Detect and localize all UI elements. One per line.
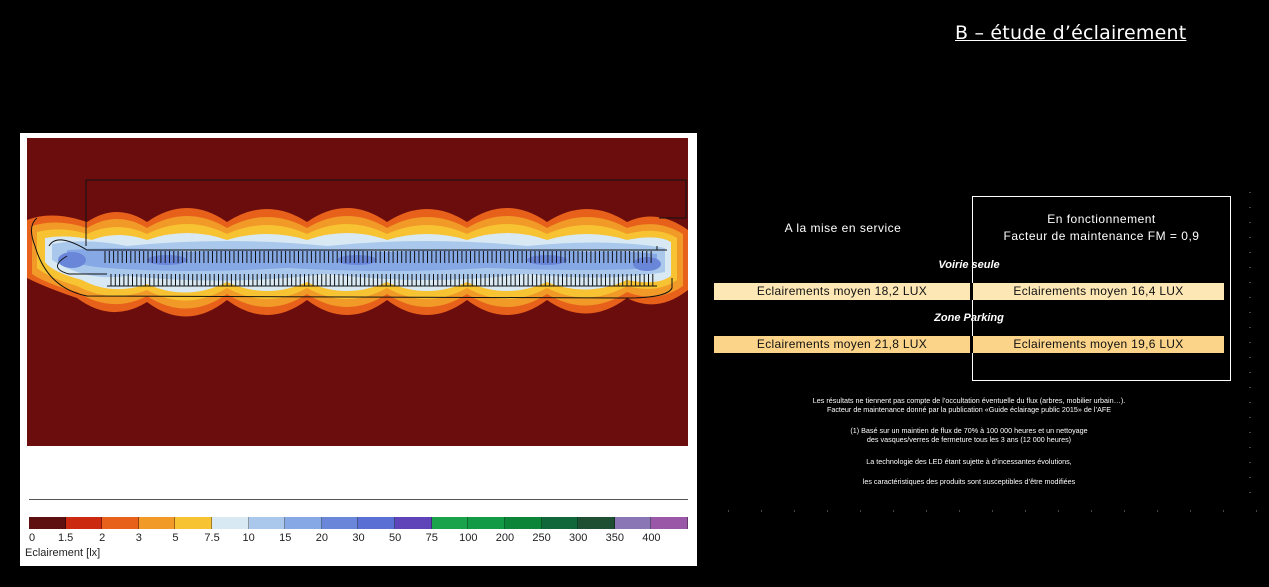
header-in-operation-line1: En fonctionnement: [1047, 212, 1156, 226]
legend-ticks: 0 1.5 2 3 5 7.5 10 15 20 30 50 75 100 200 250 300 350 400: [29, 532, 688, 546]
divider-line: [29, 499, 688, 500]
legend-tick-label: 50: [388, 532, 402, 544]
legend-swatch: [65, 517, 103, 529]
legend-tick-label: 2: [99, 532, 106, 544]
legend-color-bar: [29, 517, 688, 529]
legend-swatch: [358, 517, 396, 529]
legend-tick-label: 15: [279, 532, 292, 544]
legend-swatch: [431, 517, 469, 529]
legend-tick-label: 100: [459, 532, 478, 544]
note-maintenance-source: Facteur de maintenance donné par la publ…: [826, 405, 1112, 414]
road-only-operation-value: Eclairements moyen 16,4 LUX: [973, 283, 1224, 300]
section-road-only: Voirie seule: [938, 259, 1000, 271]
row-road-only: Eclairements moyen 18,2 LUX Eclairements…: [714, 283, 1224, 300]
legend-swatch: [578, 517, 615, 529]
legend-tick-label: 3: [135, 532, 142, 544]
legend-swatch: [651, 517, 688, 529]
note-cleaning: des vasques/verres de fermeture tous les…: [866, 435, 1072, 444]
legend-swatch: [29, 517, 66, 529]
header-commissioning: A la mise en service: [784, 221, 902, 235]
legend-tick-label: 75: [425, 532, 438, 544]
row-separator: [970, 336, 973, 353]
legend-swatch: [248, 517, 286, 529]
legend-swatch: [504, 517, 542, 529]
note-flux-basis: (1) Basé sur un maintien de flux de 70% …: [850, 426, 1088, 435]
note-occultation: Les résultats ne tiennent pas compte de …: [812, 396, 1126, 405]
legend-swatch: [395, 517, 432, 529]
legend-tick-label: 5: [172, 532, 179, 544]
legend-tick-label: 200: [495, 532, 515, 544]
legend-tick-label: 0: [28, 532, 36, 544]
illuminance-map: [27, 138, 688, 446]
header-in-operation-line2: Facteur de maintenance FM = 0,9: [1003, 229, 1200, 243]
parking-commissioning-value: Eclairements moyen 21,8 LUX: [714, 336, 970, 353]
road-only-commissioning-value: Eclairements moyen 18,2 LUX: [714, 283, 970, 300]
row-separator: [970, 283, 973, 300]
dotted-border-bottom: [712, 510, 1262, 512]
legend-swatch: [102, 517, 139, 529]
legend-swatch: [138, 517, 176, 529]
legend-tick-label: 1.5: [57, 532, 74, 544]
legend-swatch: [212, 517, 249, 529]
legend-tick-label: 250: [532, 532, 551, 544]
legend-tick-label: 400: [642, 532, 661, 544]
legend-swatch: [321, 517, 359, 529]
legend-tick-label: 10: [242, 532, 255, 544]
legend-tick-label: 30: [352, 532, 365, 544]
legend-swatch: [175, 517, 213, 529]
legend-tick-label: 300: [568, 532, 588, 544]
legend-swatch: [468, 517, 505, 529]
legend-title: Eclairement [lx]: [25, 547, 101, 559]
dotted-border-right: [1249, 185, 1251, 505]
legend-tick-label: 7.5: [204, 532, 220, 544]
slide-title: B – étude d’éclairement: [955, 22, 1187, 44]
note-specs-change: les caractéristiques des produits sont s…: [862, 477, 1076, 486]
section-parking: Zone Parking: [934, 312, 1004, 324]
header-in-operation: En fonctionnement Facteur de maintenance…: [972, 211, 1231, 245]
results-table: A la mise en service En fonctionnement F…: [700, 180, 1269, 520]
note-led-evolution: La technologie des LED étant sujette à d…: [866, 457, 1072, 466]
legend-tick-label: 350: [605, 532, 624, 544]
legend-swatch: [541, 517, 579, 529]
illuminance-figure: 0 1.5 2 3 5 7.5 10 15 20 30 50 75 100 200 250 300 350 400…: [20, 133, 697, 566]
legend-swatch: [614, 517, 652, 529]
legend-tick-label: 20: [315, 532, 328, 544]
parking-operation-value: Eclairements moyen 19,6 LUX: [973, 336, 1224, 353]
row-parking: Eclairements moyen 21,8 LUX Eclairements…: [714, 336, 1224, 353]
legend-swatch: [285, 517, 322, 529]
